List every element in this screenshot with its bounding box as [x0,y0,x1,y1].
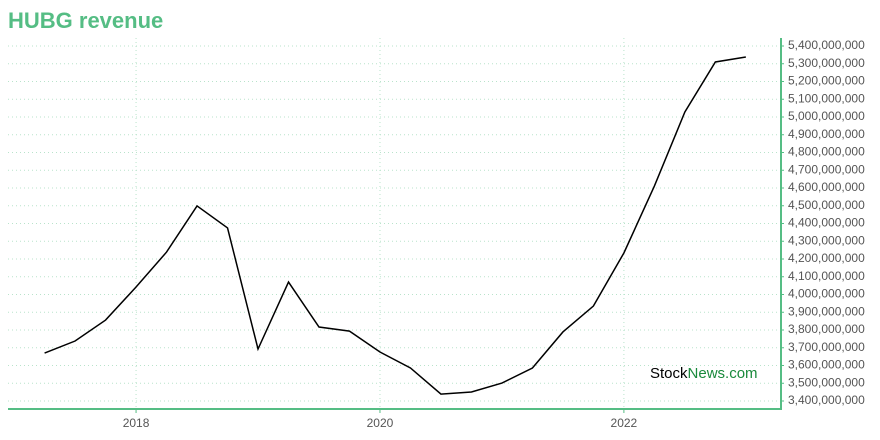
x-tick-label: 2022 [611,416,638,430]
watermark: StockNews.com [650,365,758,382]
y-tick-label: 4,100,000,000 [788,269,865,283]
y-tick-label: 5,300,000,000 [788,56,865,70]
y-tick-label: 3,400,000,000 [788,393,865,407]
y-tick-label: 4,500,000,000 [788,198,865,212]
y-tick-label: 4,400,000,000 [788,216,865,230]
x-tick-label: 2020 [367,416,394,430]
y-tick-label: 3,500,000,000 [788,375,865,389]
y-tick-label: 5,100,000,000 [788,91,865,105]
y-tick-label: 5,400,000,000 [788,38,865,52]
y-tick-label: 4,000,000,000 [788,287,865,301]
chart-title: HUBG revenue [8,8,163,33]
y-tick-label: 4,900,000,000 [788,127,865,141]
y-tick-label: 4,600,000,000 [788,180,865,194]
y-tick-label: 4,300,000,000 [788,233,865,247]
y-tick-label: 3,600,000,000 [788,358,865,372]
watermark-news: News.com [688,365,758,382]
y-tick-label: 4,800,000,000 [788,145,865,159]
y-tick-label: 5,000,000,000 [788,109,865,123]
y-tick-label: 3,800,000,000 [788,322,865,336]
y-tick-label: 5,200,000,000 [788,74,865,88]
revenue-line [44,56,746,395]
y-tick-label: 3,900,000,000 [788,304,865,318]
y-tick-label: 4,200,000,000 [788,251,865,265]
x-tick-label: 2018 [123,416,150,430]
y-tick-label: 4,700,000,000 [788,162,865,176]
watermark-stock: Stock [650,365,688,382]
y-tick-label: 3,700,000,000 [788,340,865,354]
